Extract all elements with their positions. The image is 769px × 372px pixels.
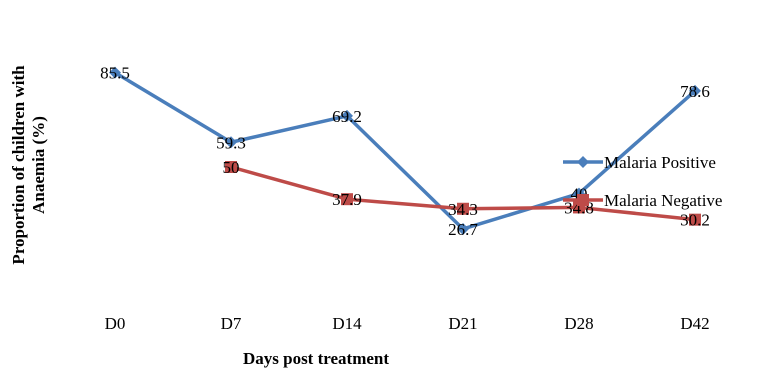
data-label: 69.2 <box>332 107 362 126</box>
data-label: 37.9 <box>332 190 362 209</box>
data-label: 78.6 <box>680 82 710 101</box>
data-point <box>689 84 701 97</box>
data-label: 30.2 <box>680 211 710 230</box>
data-point <box>341 109 353 122</box>
x-tick-label: D42 <box>680 314 709 333</box>
x-tick-label: D14 <box>332 314 362 333</box>
data-label: 26.7 <box>448 220 478 239</box>
data-point <box>689 213 701 226</box>
x-axis-title: Days post treatment <box>243 349 389 368</box>
data-point <box>109 66 121 79</box>
x-tick-label: D7 <box>221 314 242 333</box>
x-tick-label: D0 <box>105 314 126 333</box>
data-point <box>457 202 469 215</box>
legend-label: Malaria Negative <box>604 191 722 210</box>
y-axis-title: Proportion of children with Anaemia (%) <box>9 65 48 265</box>
legend-label: Malaria Positive <box>604 153 716 172</box>
data-label: 59.3 <box>216 133 246 152</box>
legend: Malaria Positive Malaria Negative <box>563 153 722 210</box>
legend-marker <box>577 194 589 206</box>
x-axis-ticks: D0 D7 D14 D21 D28 D42 <box>105 314 710 333</box>
data-point <box>225 136 237 149</box>
data-point <box>457 222 469 235</box>
data-label: 85.5 <box>100 64 130 83</box>
data-label: 50 <box>223 158 240 177</box>
data-point <box>341 193 353 206</box>
y-axis-title-line: Anaemia (%) <box>29 116 48 214</box>
series-line <box>113 70 697 231</box>
data-point <box>225 161 237 173</box>
x-tick-label: D21 <box>448 314 477 333</box>
x-tick-label: D28 <box>564 314 593 333</box>
data-label: 34.3 <box>448 200 478 219</box>
y-axis-title-line: Proportion of children with <box>9 65 28 265</box>
legend-marker <box>577 156 589 168</box>
